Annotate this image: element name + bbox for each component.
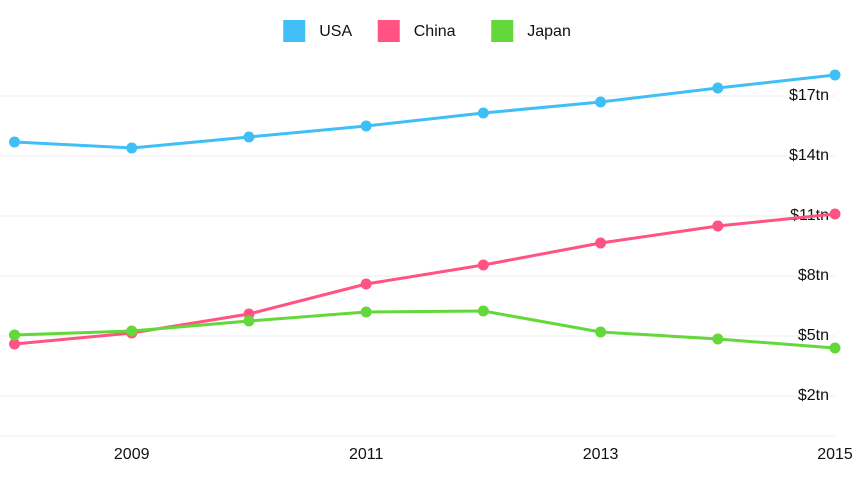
data-point: [712, 82, 724, 94]
x-tick-label: 2015: [817, 446, 852, 463]
legend-swatch: [491, 20, 514, 42]
data-point: [9, 338, 20, 350]
data-point: [829, 342, 841, 354]
x-tick-label: 2009: [114, 446, 150, 463]
legend-label: USA: [319, 23, 352, 40]
x-tick-label: 2013: [583, 446, 619, 463]
legend-swatch: [283, 20, 306, 42]
data-point: [595, 326, 607, 338]
y-tick-label: $8tn: [798, 267, 829, 284]
data-point: [243, 131, 255, 143]
data-point: [829, 69, 841, 81]
data-point: [595, 96, 607, 108]
data-point: [712, 220, 724, 232]
data-point: [360, 120, 372, 132]
data-point: [360, 278, 372, 290]
y-tick-label: $2tn: [798, 387, 829, 404]
data-point: [9, 136, 20, 148]
data-point: [126, 325, 138, 337]
x-tick-label: 2011: [349, 446, 384, 463]
data-point: [126, 142, 138, 154]
y-tick-label: $17tn: [789, 87, 829, 104]
data-point: [477, 259, 489, 271]
y-tick-label: $5tn: [798, 327, 829, 344]
data-point: [829, 208, 841, 220]
data-point: [477, 305, 489, 317]
legend-label: Japan: [527, 23, 571, 40]
data-point: [9, 329, 20, 341]
series-line: [14, 309, 836, 350]
series-line: [14, 212, 836, 346]
data-point: [477, 107, 489, 119]
data-point: [243, 315, 255, 327]
legend-swatch: [377, 20, 400, 42]
data-point: [595, 237, 607, 249]
legend-label: China: [414, 23, 456, 40]
y-tick-label: $14tn: [789, 147, 829, 164]
data-point: [712, 333, 724, 345]
series-line: [14, 73, 836, 150]
data-point: [360, 306, 372, 318]
